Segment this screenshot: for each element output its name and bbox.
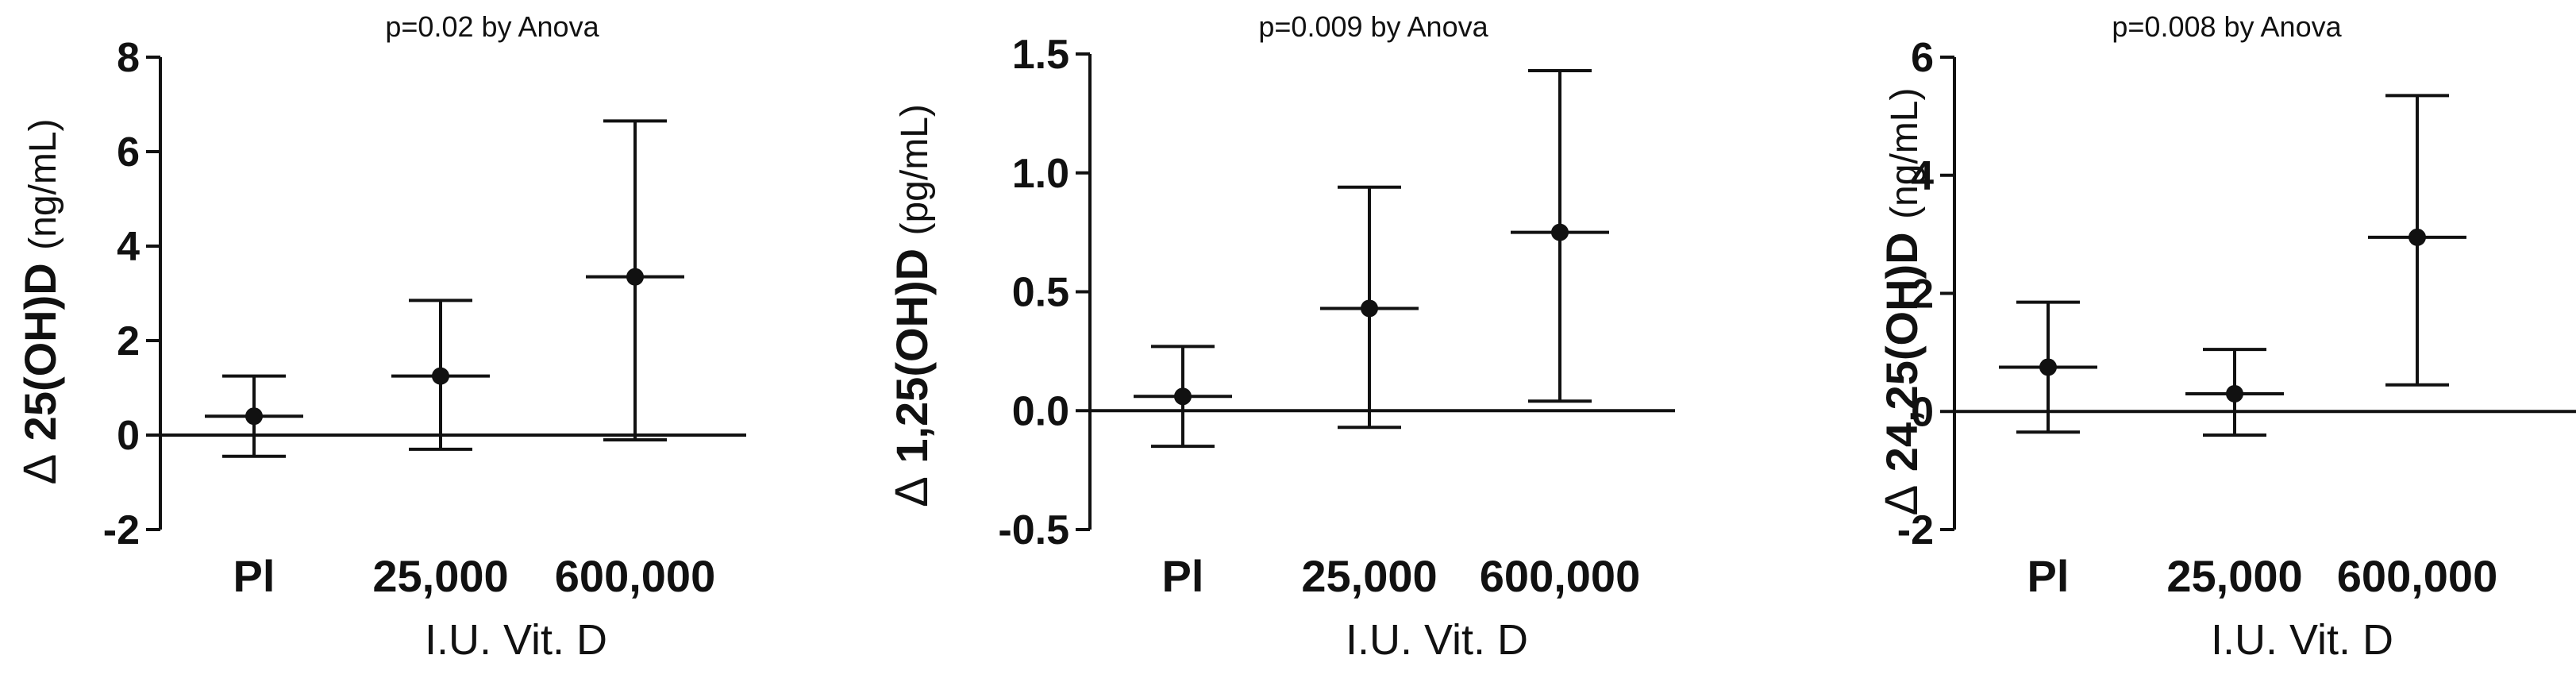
mean-point — [626, 268, 644, 286]
y-tick-label: 0.0 — [1012, 388, 1069, 434]
error-bars — [205, 119, 684, 458]
mean-point — [2409, 228, 2426, 246]
x-tick-labels: Pl 25,000 600,000 — [2027, 551, 2498, 601]
y-label-unit: (pg/mL) — [894, 104, 936, 235]
mean-point — [432, 367, 449, 385]
x-axis-label: I.U. Vit. D — [2211, 616, 2393, 664]
y-ticks: -2 0 2 4 6 8 — [103, 35, 160, 553]
y-tick-label: 0 — [1911, 389, 1934, 435]
x-tick-label: Pl — [1162, 551, 1204, 601]
mean-point — [245, 407, 263, 426]
x-tick-label: 25,000 — [2166, 551, 2302, 601]
y-tick-label: 6 — [117, 129, 140, 175]
y-tick-label: 4 — [1911, 153, 1934, 199]
x-tick-label: Pl — [233, 551, 275, 601]
mean-point — [2039, 358, 2057, 376]
panel-2425ohd: p=0.008 by Anova Δ 24,25(OH)D (ng/mL) -2… — [1876, 10, 2576, 664]
y-tick-label: 2 — [117, 318, 140, 364]
x-tick-label: 25,000 — [372, 551, 508, 601]
x-tick-label: 600,000 — [1480, 551, 1640, 601]
y-label-analyte: 1,25(OH)D — [887, 249, 937, 464]
mean-point — [1361, 299, 1378, 318]
x-tick-label: Pl — [2027, 551, 2070, 601]
y-tick-label: 1.0 — [1012, 151, 1069, 197]
panel-125ohd: p=0.009 by Anova Δ 1,25(OH)D (pg/mL) -0.… — [886, 10, 1675, 664]
error-bars — [1134, 68, 1609, 449]
y-tick-label: 4 — [117, 224, 140, 270]
y-ticks: -0.5 0.0 0.5 1.0 1.5 — [998, 32, 1090, 553]
y-label-unit: (ng/mL) — [1884, 88, 1926, 219]
y-label-analyte: 25(OH)D — [15, 263, 65, 441]
annotation: p=0.009 by Anova — [1258, 10, 1488, 43]
y-axis-label: Δ 24,25(OH)D (ng/mL) — [1876, 88, 1927, 516]
x-tick-label: 25,000 — [1301, 551, 1437, 601]
x-tick-labels: Pl 25,000 600,000 — [233, 551, 716, 601]
delta-symbol: Δ — [1876, 485, 1927, 516]
y-tick-label: 0 — [117, 413, 140, 459]
x-axis-label: I.U. Vit. D — [1346, 616, 1528, 664]
annotation: p=0.02 by Anova — [385, 10, 599, 43]
mean-point — [1551, 223, 1569, 241]
y-tick-label: 8 — [117, 35, 140, 81]
x-tick-labels: Pl 25,000 600,000 — [1162, 551, 1641, 601]
error-bars — [1999, 94, 2466, 437]
y-label-analyte: 24,25(OH)D — [1877, 232, 1927, 472]
y-tick-label: 1.5 — [1012, 32, 1069, 78]
y-ticks: -2 0 2 4 6 — [1897, 35, 1954, 553]
y-tick-label: -2 — [103, 507, 140, 553]
x-tick-label: 600,000 — [2337, 551, 2497, 601]
mean-point — [2226, 384, 2243, 403]
delta-symbol: Δ — [14, 454, 66, 485]
y-axis-label: Δ 25(OH)D (ng/mL) — [14, 118, 66, 484]
y-axis-label: Δ 1,25(OH)D (pg/mL) — [886, 104, 938, 507]
panel-25ohd: p=0.02 by Anova Δ 25(OH)D (ng/mL) -2 0 2 4 6… — [14, 10, 746, 664]
x-axis-label: I.U. Vit. D — [425, 616, 607, 664]
y-tick-label: 0.5 — [1012, 270, 1069, 316]
annotation: p=0.008 by Anova — [2112, 10, 2342, 43]
y-tick-label: 6 — [1911, 35, 1934, 81]
delta-symbol: Δ — [886, 476, 938, 507]
y-tick-label: 2 — [1911, 272, 1934, 318]
y-label-unit: (ng/mL) — [22, 118, 64, 249]
mean-point — [1174, 387, 1192, 406]
y-tick-label: -0.5 — [998, 507, 1069, 553]
x-tick-label: 600,000 — [555, 551, 715, 601]
y-tick-label: -2 — [1897, 507, 1934, 553]
